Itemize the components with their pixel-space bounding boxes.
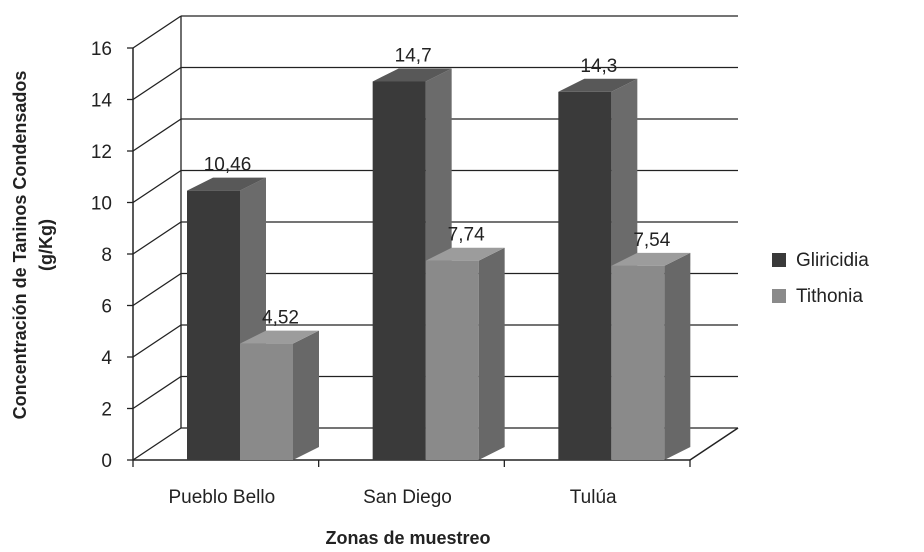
data-labels: 10,46 4,52 14,7 7,74 14,3 7,54 (204, 45, 671, 328)
bar-tithonia-pueblo-bello (240, 343, 293, 460)
data-label: 4,52 (262, 308, 299, 329)
gridline-diagonal (132, 118, 182, 152)
data-label: 7,74 (448, 225, 485, 246)
legend: Gliricidia Tithonia (772, 250, 869, 307)
y-tick-label: 8 (101, 245, 112, 266)
y-axis-title-line1: Concentración de Taninos Condensados (10, 71, 30, 420)
data-label: 14,7 (395, 45, 432, 66)
y-tick-label: 4 (101, 348, 112, 369)
y-tick-label: 10 (91, 194, 112, 215)
y-tick-labels: 0 2 4 6 8 10 12 14 16 (91, 39, 113, 472)
bar-tithonia-san-diego (425, 260, 479, 460)
bar-gliricidia-pueblo-bello (187, 190, 240, 460)
data-label: 7,54 (633, 230, 670, 251)
y-tick-label: 2 (101, 400, 112, 421)
bar-side-face (664, 252, 691, 460)
bar-top-face (611, 252, 691, 266)
category-label: San Diego (363, 487, 452, 508)
data-label: 14,3 (580, 56, 617, 77)
bar-top-face (240, 330, 319, 344)
y-tick-label: 14 (91, 91, 113, 112)
legend-label-tithonia: Tithonia (796, 286, 863, 307)
bar-top-face (372, 68, 452, 82)
y-tick-label: 6 (101, 297, 112, 318)
y-axis-title-line2: (g/Kg) (36, 219, 56, 271)
bars (187, 68, 691, 461)
y-tick-label: 12 (91, 142, 112, 163)
bar-tithonia-tulúa (611, 265, 665, 460)
bar-side-face (293, 330, 319, 460)
bar-gliricidia-tulúa (558, 91, 612, 461)
category-label: Pueblo Bello (168, 487, 275, 508)
data-label: 10,46 (204, 155, 252, 176)
floor-right-edge (689, 427, 739, 461)
bar-side-face (478, 247, 505, 460)
gridline-diagonal (132, 375, 182, 410)
legend-label-gliricidia: Gliricidia (796, 250, 869, 271)
x-axis-title: Zonas de muestreo (325, 528, 490, 548)
legend-swatch-tithonia (772, 289, 786, 303)
gridline-diagonal (132, 66, 182, 101)
gridline-diagonal (132, 15, 182, 49)
category-labels: Pueblo Bello San Diego Tulúa (168, 487, 617, 508)
gridline-diagonal (132, 427, 182, 461)
gridline-diagonal (132, 221, 182, 255)
y-tick-label: 16 (91, 39, 112, 60)
bar-top-face (425, 247, 505, 261)
bar-top-face (558, 78, 638, 92)
bar-top-face (187, 177, 266, 191)
category-label: Tulúa (570, 487, 617, 508)
bar-gliricidia-san-diego (372, 81, 426, 460)
legend-swatch-gliricidia (772, 253, 786, 267)
gridline-diagonal (132, 169, 182, 204)
y-tick-label: 0 (101, 451, 112, 472)
gridline-diagonal (132, 324, 182, 358)
gridline-diagonal (132, 272, 182, 307)
